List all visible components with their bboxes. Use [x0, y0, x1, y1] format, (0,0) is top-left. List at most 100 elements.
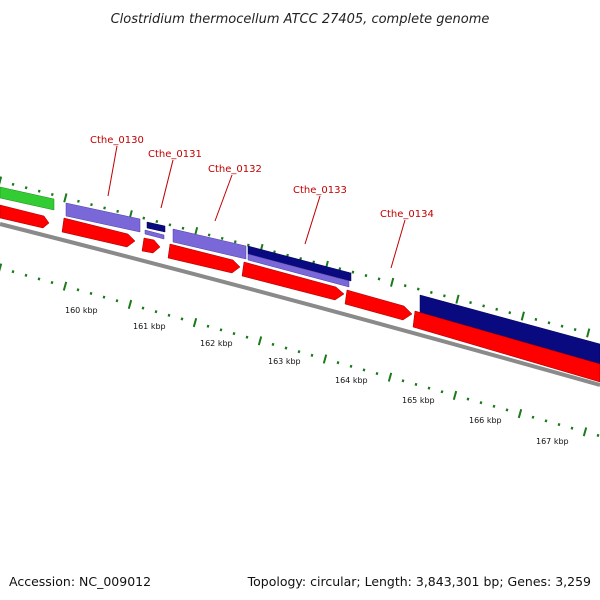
- gene-feature-dark-blue-right: [419, 294, 600, 365]
- inner-tick-major: [62, 281, 68, 291]
- inner-tick-major: [322, 354, 328, 364]
- outer-tick-minor: [573, 328, 577, 332]
- gene-feature-cthe-0132: [172, 228, 247, 260]
- outer-tick-minor: [181, 226, 185, 230]
- cds-arrow-1: [0, 204, 50, 229]
- leader-cthe-0130: [107, 145, 118, 197]
- inner-tick-major: [192, 317, 198, 328]
- inner-tick-minor: [206, 324, 210, 328]
- outer-tick-minor: [482, 304, 486, 308]
- outer-tick-minor: [233, 240, 237, 244]
- inner-tick-minor: [24, 273, 28, 277]
- outer-tick-minor: [207, 233, 211, 237]
- inner-tick-minor: [505, 408, 509, 412]
- outer-tick-minor: [560, 324, 564, 328]
- gene-label-cthe-0134: Cthe_0134: [380, 209, 434, 220]
- outer-tick-minor: [24, 186, 28, 190]
- inner-tick-minor: [219, 328, 223, 332]
- outer-tick-minor: [116, 209, 120, 213]
- cds-arrow-3: [141, 237, 161, 254]
- inner-tick-minor: [596, 433, 600, 437]
- inner-tick-minor: [557, 422, 561, 427]
- kbp-labels: 160 kbp 161 kbp 162 kbp 163 kbp 164 kbp …: [65, 306, 569, 446]
- inner-tick-minor: [414, 382, 418, 387]
- outer-tick-major: [390, 277, 395, 287]
- outer-tick-minor: [220, 236, 224, 240]
- leader-cthe-0131: [160, 159, 174, 209]
- outer-tick-row: [0, 176, 591, 338]
- gene-label-cthe-0132: Cthe_0132: [208, 164, 262, 175]
- inner-tick-major: [0, 263, 3, 272]
- gene-feature-green: [0, 186, 55, 211]
- inner-tick-minor: [232, 331, 236, 336]
- outer-tick-minor: [403, 284, 407, 288]
- inner-tick-minor: [440, 390, 444, 394]
- outer-tick-minor: [37, 189, 41, 193]
- inner-tick-minor: [50, 281, 54, 285]
- outer-tick-minor: [90, 203, 93, 207]
- kbp-label-164: 164 kbp: [335, 376, 368, 385]
- inner-tick-minor: [141, 306, 145, 310]
- kbp-label-161: 161 kbp: [133, 322, 166, 331]
- inner-tick-minor: [154, 310, 158, 314]
- inner-tick-minor: [89, 291, 93, 296]
- outer-tick-minor: [338, 267, 342, 271]
- inner-tick-major: [452, 390, 458, 401]
- outer-tick-minor: [443, 294, 446, 298]
- outer-tick-major: [520, 311, 525, 321]
- outer-tick-minor: [416, 287, 420, 291]
- outer-tick-minor: [11, 182, 15, 186]
- kbp-label-166: 166 kbp: [469, 416, 502, 425]
- inner-tick-minor: [11, 270, 15, 274]
- outer-tick-minor: [312, 260, 316, 264]
- kbp-label-163: 163 kbp: [268, 357, 301, 366]
- inner-tick-minor: [297, 350, 301, 354]
- gene-feature-cthe-0131: [146, 221, 166, 233]
- inner-tick-minor: [310, 353, 314, 357]
- inner-tick-minor: [76, 288, 80, 292]
- inner-tick-minor: [466, 397, 470, 401]
- gene-label-cthe-0131: Cthe_0131: [148, 149, 202, 160]
- gene-feature-cthe-0131-lower: [144, 229, 165, 240]
- outer-tick-major: [586, 328, 591, 338]
- genome-summary-text: Topology: circular; Length: 3,843,301 bp…: [247, 574, 591, 589]
- gene-feature-cthe-0133: [247, 245, 352, 282]
- outer-tick-major: [0, 176, 3, 185]
- inner-tick-minor: [570, 426, 574, 430]
- outer-tick-minor: [168, 223, 172, 227]
- inner-tick-minor: [167, 313, 171, 317]
- gene-track: [0, 186, 600, 383]
- outer-tick-minor: [364, 274, 368, 278]
- outer-tick-minor: [77, 199, 80, 203]
- leader-cthe-0132: [214, 174, 233, 222]
- inner-tick-minor: [349, 364, 353, 368]
- inner-tick-minor: [284, 346, 288, 350]
- cds-arrow-5: [241, 261, 345, 301]
- inner-tick-minor: [375, 372, 379, 376]
- inner-tick-minor: [102, 295, 106, 299]
- gene-label-leaders: [107, 145, 406, 269]
- inner-tick-major: [387, 372, 393, 382]
- leader-cthe-0133: [304, 195, 321, 245]
- inner-tick-minor: [271, 342, 275, 346]
- outer-tick-minor: [534, 317, 538, 321]
- inner-tick-minor: [180, 317, 184, 321]
- outer-tick-minor: [547, 321, 551, 325]
- outer-tick-major: [455, 294, 460, 304]
- inner-tick-minor: [544, 419, 548, 423]
- inner-tick-minor: [531, 415, 535, 419]
- outer-tick-minor: [508, 311, 512, 315]
- outer-tick-minor: [377, 277, 381, 281]
- inner-tick-major: [257, 336, 263, 346]
- outer-tick-minor: [50, 192, 54, 197]
- inner-tick-minor: [37, 277, 41, 281]
- outer-tick-minor: [155, 219, 159, 224]
- inner-tick-row: [0, 263, 600, 437]
- gene-feature-cthe-0133-lower: [247, 253, 350, 288]
- kbp-label-167: 167 kbp: [536, 437, 569, 446]
- genome-backbone: [0, 222, 600, 387]
- gene-labels: Cthe_0130 Cthe_0131 Cthe_0132 Cthe_0133 …: [90, 135, 434, 220]
- cds-arrow-6: [344, 289, 413, 321]
- inner-tick-minor: [362, 368, 366, 372]
